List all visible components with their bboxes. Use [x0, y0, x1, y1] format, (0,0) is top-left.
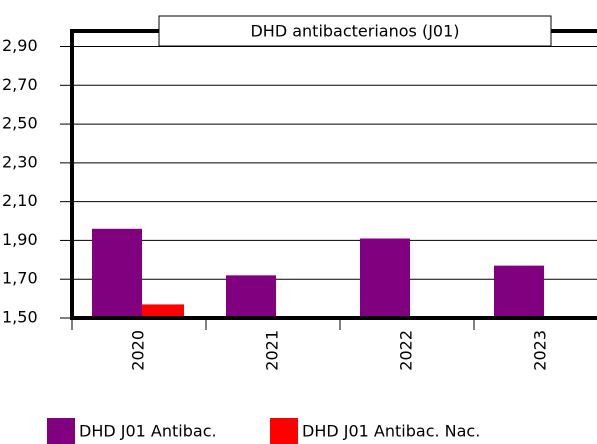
legend-swatch — [270, 418, 298, 444]
legend-label: DHD J01 Antibac. — [79, 422, 217, 441]
legend-label: DHD J01 Antibac. Nac. — [302, 422, 480, 441]
y-tick-label: 2,50 — [2, 114, 38, 133]
title-box — [158, 15, 552, 47]
y-tick-label: 2,10 — [2, 191, 38, 210]
y-tick-label: 2,70 — [2, 75, 38, 94]
y-tick-label: 1,70 — [2, 269, 38, 288]
y-tick-label: 1,50 — [2, 308, 38, 327]
bar — [360, 238, 410, 318]
bars — [92, 228, 544, 318]
chart-title: DHD antibacterianos (J01) — [250, 22, 459, 41]
legend-swatch — [47, 418, 75, 444]
x-tick-label: 2020 — [129, 330, 148, 371]
bar — [226, 275, 276, 318]
grid — [72, 46, 597, 319]
y-tick-label: 2,30 — [2, 152, 38, 171]
bar — [92, 228, 142, 318]
x-tick-label: 2023 — [531, 330, 550, 371]
y-tick-label: 2,90 — [2, 36, 38, 55]
y-tick-label: 1,90 — [2, 230, 38, 249]
bar — [494, 265, 544, 318]
x-tick-label: 2021 — [263, 330, 282, 371]
bar — [142, 304, 184, 318]
x-tick-label: 2022 — [397, 330, 416, 371]
